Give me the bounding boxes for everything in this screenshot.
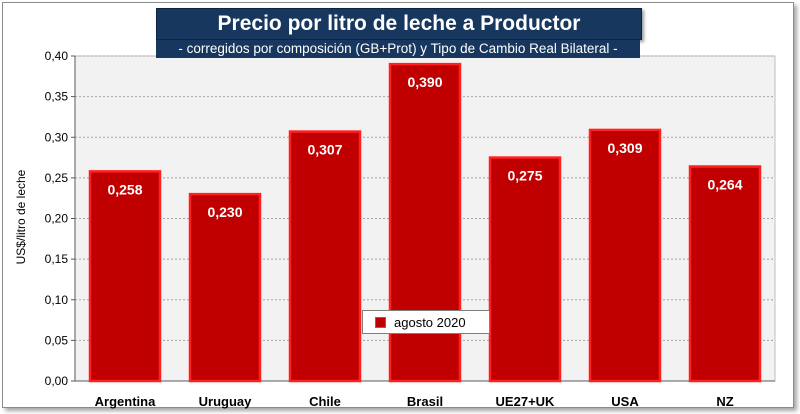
legend-swatch — [375, 316, 386, 328]
y-tick-label: 0,15 — [45, 252, 69, 266]
y-tick-label: 0,00 — [45, 374, 69, 388]
y-tick-label: 0,25 — [45, 171, 69, 185]
y-tick-label: 0,40 — [45, 49, 69, 63]
bar-chile — [288, 130, 362, 383]
y-tick-label: 0,10 — [45, 293, 69, 307]
legend: agosto 2020 — [362, 310, 490, 334]
x-tick-label: Brasil — [407, 394, 443, 409]
chart-title: Precio por litro de leche a Productor — [156, 8, 642, 40]
bar-value-label: 0,264 — [707, 177, 742, 193]
x-tick-label: Chile — [309, 394, 341, 409]
bar-value-label: 0,258 — [107, 181, 142, 197]
y-tick-label: 0,05 — [45, 333, 69, 347]
bar-value-label: 0,390 — [407, 74, 442, 90]
bar-nz — [688, 165, 762, 383]
bar-value-label: 0,307 — [307, 142, 342, 158]
x-tick-label: Argentina — [95, 394, 156, 409]
legend-label: agosto 2020 — [394, 314, 466, 330]
bar-argentina — [88, 170, 162, 383]
bar-value-label: 0,309 — [607, 140, 642, 156]
x-tick-label: NZ — [716, 394, 733, 409]
y-tick-label: 0,20 — [45, 212, 69, 226]
x-tick-label: UE27+UK — [496, 394, 555, 409]
bar-usa — [588, 128, 662, 383]
bar-value-label: 0,275 — [507, 168, 542, 184]
bar-ue27-uk — [488, 156, 562, 383]
y-tick-label: 0,30 — [45, 130, 69, 144]
bar-uruguay — [188, 192, 262, 383]
bar-value-label: 0,230 — [207, 204, 242, 220]
x-tick-label: USA — [611, 394, 639, 409]
chart-subtitle: - corregidos por composición (GB+Prot) y… — [156, 40, 640, 58]
axes: 0,00 0,05 0,10 0,15 0,20 0,25 0,30 0,35 0,40 Arge… — [45, 49, 775, 409]
x-tick-label: Uruguay — [199, 394, 253, 409]
y-tick-label: 0,35 — [45, 90, 69, 104]
y-axis-label: US$/litro de leche — [14, 169, 28, 265]
